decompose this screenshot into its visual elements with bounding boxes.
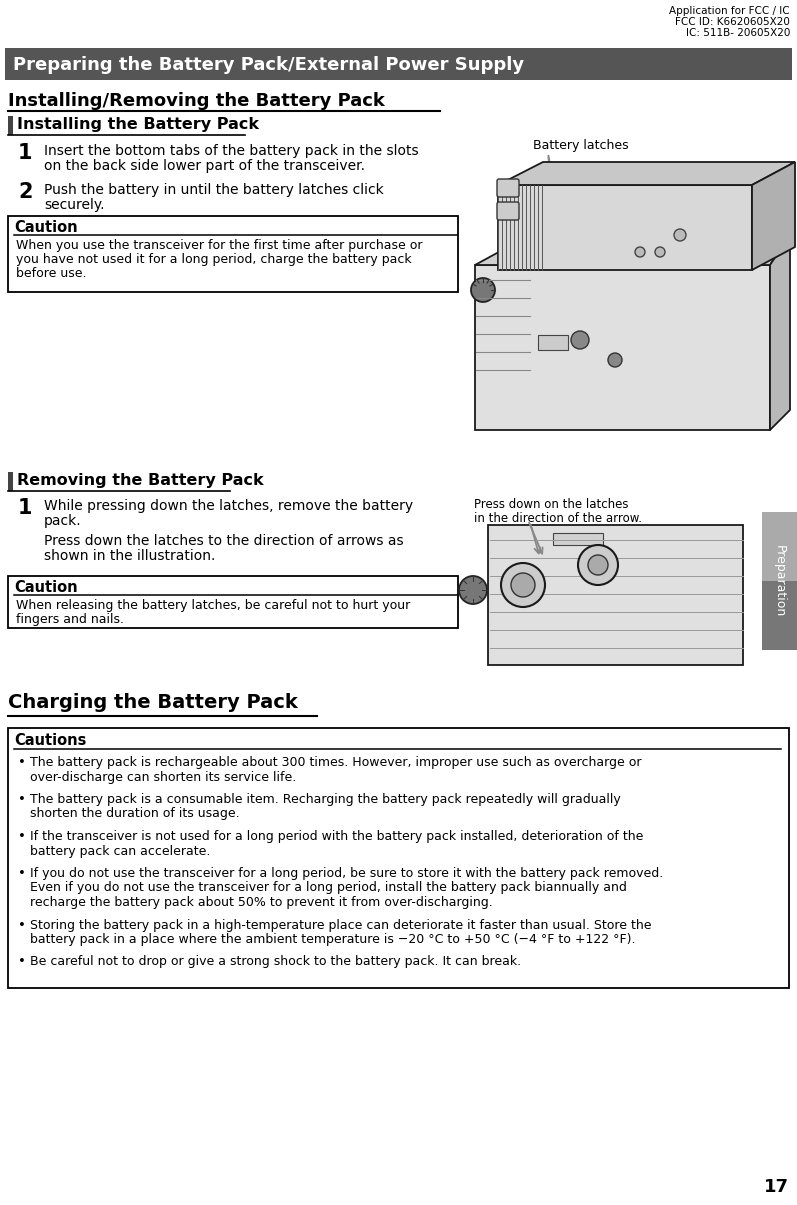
Text: The battery pack is a consumable item. Recharging the battery pack repeatedly wi: The battery pack is a consumable item. R… (30, 793, 621, 806)
Text: Preparing the Battery Pack/External Power Supply: Preparing the Battery Pack/External Powe… (13, 55, 524, 74)
Bar (8, 576, 458, 628)
Text: •: • (18, 756, 26, 769)
Text: While pressing down the latches, remove the battery: While pressing down the latches, remove … (44, 499, 413, 513)
Text: The battery pack is rechargeable about 300 times. However, improper use such as : The battery pack is rechargeable about 3… (30, 756, 642, 769)
Text: Installing/Removing the Battery Pack: Installing/Removing the Battery Pack (8, 92, 385, 110)
Text: Be careful not to drop or give a strong shock to the battery pack. It can break.: Be careful not to drop or give a strong … (30, 956, 521, 969)
Text: Storing the battery pack in a high-temperature place can deteriorate it faster t: Storing the battery pack in a high-tempe… (30, 918, 651, 931)
Text: over-discharge can shorten its service life.: over-discharge can shorten its service l… (30, 770, 296, 783)
Text: •: • (18, 956, 26, 969)
Text: Application for FCC / IC: Application for FCC / IC (669, 6, 790, 16)
Circle shape (471, 278, 495, 302)
Text: shown in the illustration.: shown in the illustration. (44, 549, 215, 563)
Polygon shape (498, 161, 795, 186)
Circle shape (588, 556, 608, 575)
Text: FCC ID: K6620605X20: FCC ID: K6620605X20 (675, 17, 790, 27)
Text: recharge the battery pack about 50% to prevent it from over-discharging.: recharge the battery pack about 50% to p… (30, 897, 493, 909)
Bar (8, 116, 13, 135)
Text: you have not used it for a long period, charge the battery pack: you have not used it for a long period, … (16, 253, 411, 266)
Polygon shape (475, 265, 770, 430)
Bar (8, 728, 789, 988)
Bar (8, 472, 13, 490)
Circle shape (655, 247, 665, 257)
Polygon shape (488, 525, 743, 665)
Text: Battery latches: Battery latches (533, 139, 629, 152)
Text: Press down on the latches: Press down on the latches (474, 498, 629, 511)
Text: Removing the Battery Pack: Removing the Battery Pack (17, 474, 264, 488)
Text: 1: 1 (18, 498, 33, 518)
Circle shape (674, 229, 686, 241)
Bar (762, 581, 797, 649)
Text: Caution: Caution (14, 221, 77, 235)
Bar (5, 48, 792, 80)
Text: Cautions: Cautions (14, 733, 86, 748)
Text: Even if you do not use the transceiver for a long period, install the battery pa: Even if you do not use the transceiver f… (30, 882, 627, 894)
Text: fingers and nails.: fingers and nails. (16, 613, 124, 627)
Text: Charging the Battery Pack: Charging the Battery Pack (8, 693, 298, 712)
Bar (762, 512, 797, 649)
Text: Caution: Caution (14, 580, 77, 595)
Circle shape (501, 563, 545, 607)
Text: •: • (18, 918, 26, 931)
Text: before use.: before use. (16, 268, 87, 280)
Text: battery pack can accelerate.: battery pack can accelerate. (30, 845, 210, 858)
Text: •: • (18, 830, 26, 843)
Text: If the transceiver is not used for a long period with the battery pack installed: If the transceiver is not used for a lon… (30, 830, 643, 843)
Bar (553, 533, 603, 545)
Text: Press down the latches to the direction of arrows as: Press down the latches to the direction … (44, 534, 403, 548)
Text: in the direction of the arrow.: in the direction of the arrow. (474, 512, 642, 525)
Text: Installing the Battery Pack: Installing the Battery Pack (17, 117, 259, 133)
Polygon shape (475, 235, 790, 265)
Text: 17: 17 (764, 1178, 789, 1197)
Text: When you use the transceiver for the first time after purchase or: When you use the transceiver for the fir… (16, 239, 422, 252)
Text: Push the battery in until the battery latches click: Push the battery in until the battery la… (44, 183, 383, 196)
Text: If you do not use the transceiver for a long period, be sure to store it with th: If you do not use the transceiver for a … (30, 868, 663, 880)
Circle shape (578, 545, 618, 584)
Circle shape (635, 247, 645, 257)
Circle shape (608, 353, 622, 368)
Circle shape (511, 574, 535, 596)
Text: battery pack in a place where the ambient temperature is −20 °C to +50 °C (−4 °F: battery pack in a place where the ambien… (30, 933, 635, 946)
Text: on the back side lower part of the transceiver.: on the back side lower part of the trans… (44, 159, 365, 174)
FancyBboxPatch shape (497, 180, 519, 196)
Bar (538, 335, 568, 349)
FancyBboxPatch shape (497, 202, 519, 221)
Text: •: • (18, 793, 26, 806)
Text: shorten the duration of its usage.: shorten the duration of its usage. (30, 807, 240, 821)
Text: Insert the bottom tabs of the battery pack in the slots: Insert the bottom tabs of the battery pa… (44, 145, 418, 158)
Polygon shape (498, 186, 752, 270)
Text: IC: 511B- 20605X20: IC: 511B- 20605X20 (685, 28, 790, 39)
Text: securely.: securely. (44, 198, 104, 212)
Text: •: • (18, 868, 26, 880)
Text: 1: 1 (18, 143, 33, 163)
Circle shape (459, 576, 487, 604)
Text: pack.: pack. (44, 515, 81, 528)
Polygon shape (770, 235, 790, 430)
Text: 2: 2 (18, 182, 33, 202)
Text: Preparation: Preparation (772, 545, 786, 617)
Circle shape (571, 331, 589, 349)
Bar (8, 216, 458, 292)
Polygon shape (752, 161, 795, 270)
Text: When releasing the battery latches, be careful not to hurt your: When releasing the battery latches, be c… (16, 599, 410, 612)
